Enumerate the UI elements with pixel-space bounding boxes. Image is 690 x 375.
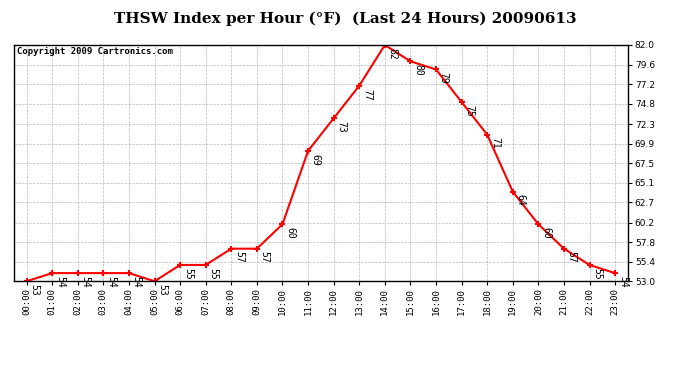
Text: 55: 55 bbox=[183, 268, 193, 279]
Text: 80: 80 bbox=[413, 64, 423, 76]
Text: 57: 57 bbox=[566, 252, 577, 263]
Text: Copyright 2009 Cartronics.com: Copyright 2009 Cartronics.com bbox=[17, 47, 172, 56]
Text: 54: 54 bbox=[618, 276, 628, 288]
Text: 57: 57 bbox=[234, 252, 244, 263]
Text: 54: 54 bbox=[81, 276, 90, 288]
Text: 53: 53 bbox=[30, 284, 39, 296]
Text: 60: 60 bbox=[541, 227, 551, 239]
Text: 71: 71 bbox=[490, 137, 500, 149]
Text: 82: 82 bbox=[388, 48, 397, 60]
Text: 54: 54 bbox=[132, 276, 141, 288]
Text: THSW Index per Hour (°F)  (Last 24 Hours) 20090613: THSW Index per Hour (°F) (Last 24 Hours)… bbox=[114, 11, 576, 26]
Text: 64: 64 bbox=[515, 194, 526, 206]
Text: 73: 73 bbox=[337, 121, 346, 133]
Text: 60: 60 bbox=[285, 227, 295, 239]
Text: 69: 69 bbox=[310, 154, 321, 165]
Text: 53: 53 bbox=[157, 284, 167, 296]
Text: 54: 54 bbox=[106, 276, 116, 288]
Text: 57: 57 bbox=[259, 252, 270, 263]
Text: 55: 55 bbox=[592, 268, 602, 279]
Text: 75: 75 bbox=[464, 105, 474, 117]
Text: 77: 77 bbox=[362, 88, 372, 100]
Text: 54: 54 bbox=[55, 276, 65, 288]
Text: 55: 55 bbox=[208, 268, 219, 279]
Text: 79: 79 bbox=[439, 72, 449, 84]
